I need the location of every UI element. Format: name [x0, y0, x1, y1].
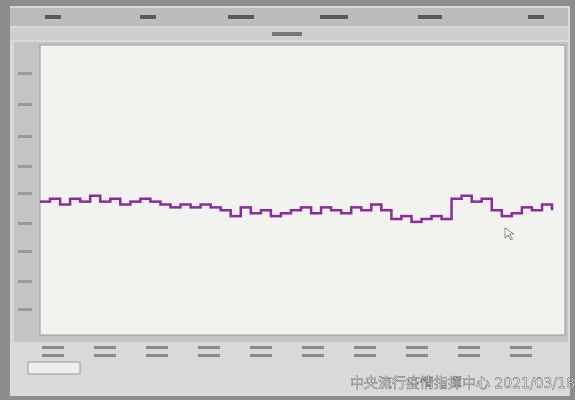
x-label-placeholder: [406, 346, 428, 349]
x-label-placeholder: [250, 354, 272, 357]
tab[interactable]: [140, 15, 156, 19]
x-label-placeholder: [146, 354, 168, 357]
x-label-placeholder: [250, 346, 272, 349]
watermark: 中央流行疫情指揮中心 2021/03/18: [350, 376, 575, 392]
x-label-placeholder: [406, 354, 428, 357]
x-label-placeholder: [146, 346, 168, 349]
x-label-placeholder: [302, 354, 324, 357]
x-label-placeholder: [458, 354, 480, 357]
x-label-placeholder: [510, 346, 532, 349]
x-label-placeholder: [42, 346, 64, 349]
tab[interactable]: [320, 15, 348, 19]
title-placeholder: [272, 32, 302, 36]
x-label-placeholder: [354, 346, 376, 349]
x-label-placeholder: [198, 354, 220, 357]
x-label-placeholder: [94, 354, 116, 357]
x-label-placeholder: [42, 354, 64, 357]
toolbar: [10, 8, 568, 26]
x-label-placeholder: [458, 346, 480, 349]
x-label-placeholder: [510, 354, 532, 357]
x-label-placeholder: [302, 346, 324, 349]
tab[interactable]: [528, 15, 544, 19]
tab[interactable]: [45, 15, 61, 19]
bottom-button[interactable]: [28, 362, 80, 374]
x-label-placeholder: [94, 346, 116, 349]
plot-area: [40, 45, 565, 335]
tab[interactable]: [228, 15, 254, 19]
tab[interactable]: [418, 15, 442, 19]
x-label-placeholder: [354, 354, 376, 357]
x-label-placeholder: [198, 346, 220, 349]
screen-photo: 中央流行疫情指揮中心 2021/03/18: [0, 0, 575, 400]
